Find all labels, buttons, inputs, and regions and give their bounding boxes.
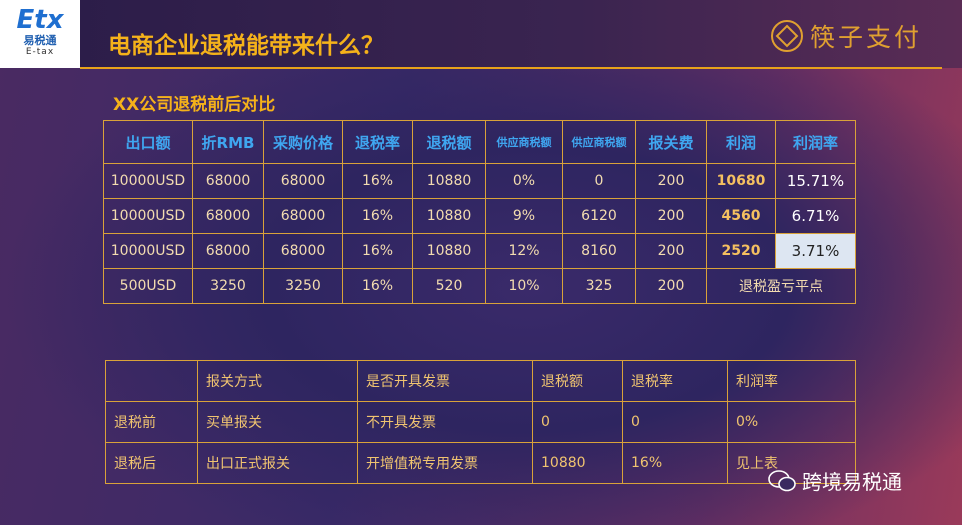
table-cell: 8160 — [562, 233, 636, 269]
table-cell: 出口正式报关 — [197, 442, 358, 484]
column-header: 折RMB — [192, 120, 264, 164]
column-header: 退税额 — [412, 120, 486, 164]
table-cell: 买单报关 — [197, 401, 358, 443]
table-cell: 10% — [485, 268, 563, 304]
table-cell: 68000 — [192, 198, 264, 234]
table-cell: 10000USD — [103, 233, 193, 269]
subtitle: XX公司退税前后对比 — [113, 95, 276, 115]
logo-text: 易税通 — [23, 34, 57, 47]
comparison-table: 出口额 折RMB 采购价格 退税率 退税额 供应商税额 供应商税额 报关费 利润 利润率 10000… — [103, 120, 856, 304]
logo: Etx 易税通 E-tax — [0, 0, 80, 68]
before-after-table: 报关方式 是否开具发票 退税额 退税率 利润率 退税前 买单报关 不开具发票 0 0 0% 退税后 出口… — [105, 360, 856, 484]
column-header: 报关方式 — [197, 360, 358, 402]
table-cell: 16% — [342, 268, 413, 304]
table-cell: 10880 — [412, 198, 486, 234]
table-cell: 10880 — [532, 442, 623, 484]
table-row: 10000USD 68000 68000 16% 10880 9% 6120 200 4560 6… — [103, 198, 856, 234]
table-cell: 10680 — [706, 163, 776, 199]
table-cell: 0% — [485, 163, 563, 199]
column-header: 出口额 — [103, 120, 193, 164]
table-cell: 10880 — [412, 233, 486, 269]
table-cell: 退税盈亏平点 — [706, 268, 856, 304]
table-cell: 16% — [342, 198, 413, 234]
brand-icon — [771, 20, 803, 52]
table-cell: 68000 — [263, 233, 343, 269]
table-cell: 10000USD — [103, 163, 193, 199]
table-cell: 0% — [727, 401, 856, 443]
table-cell: 9% — [485, 198, 563, 234]
table-row: 退税前 买单报关 不开具发票 0 0 0% — [105, 401, 856, 443]
table-cell: 3250 — [263, 268, 343, 304]
table-cell: 3250 — [192, 268, 264, 304]
column-header: 供应商税额 — [562, 120, 636, 164]
table-cell: 500USD — [103, 268, 193, 304]
table-row: 10000USD 68000 68000 16% 10880 12% 8160 200 2520… — [103, 233, 856, 269]
table-cell: 4560 — [706, 198, 776, 234]
column-header: 报关费 — [635, 120, 707, 164]
corner-cell — [105, 360, 198, 402]
brand: 筷子支付 — [770, 18, 922, 54]
brand-text: 筷子支付 — [810, 23, 923, 52]
table-cell: 6.71% — [775, 198, 856, 234]
table-cell: 68000 — [192, 233, 264, 269]
table-cell: 200 — [635, 233, 707, 269]
table-cell: 200 — [635, 163, 707, 199]
watermark: 跨境易税通 — [768, 466, 902, 495]
title: 电商企业退税能带来什么？ — [108, 33, 384, 59]
table-cell: 16% — [342, 163, 413, 199]
table-cell: 开增值税专用发票 — [357, 442, 533, 484]
column-header: 供应商税额 — [485, 120, 563, 164]
table-cell: 2520 — [706, 233, 776, 269]
table-cell: 退税前 — [105, 401, 198, 443]
column-header: 利润率 — [727, 360, 856, 402]
table-cell: 0 — [622, 401, 728, 443]
column-header: 是否开具发票 — [357, 360, 533, 402]
table-cell: 0 — [562, 163, 636, 199]
table-cell: 12% — [485, 233, 563, 269]
table-cell: 10880 — [412, 163, 486, 199]
table-cell: 68000 — [192, 163, 264, 199]
column-header: 利润 — [706, 120, 776, 164]
table-row: 500USD 3250 3250 16% 520 10% 325 200 退税盈亏平点 — [103, 268, 856, 304]
table-row: 退税后 出口正式报关 开增值税专用发票 10880 16% 见上表 — [105, 442, 856, 484]
logo-mark: Etx — [16, 5, 64, 35]
table-cell: 16% — [622, 442, 728, 484]
table-cell: 不开具发票 — [357, 401, 533, 443]
table-cell: 68000 — [263, 163, 343, 199]
logo-sub: E-tax — [25, 47, 55, 57]
table-cell: 0 — [532, 401, 623, 443]
column-header: 采购价格 — [263, 120, 343, 164]
table-cell: 325 — [562, 268, 636, 304]
watermark-text: 跨境易税通 — [802, 470, 902, 494]
header-row: 报关方式 是否开具发票 退税额 退税率 利润率 — [105, 360, 856, 402]
table-row: 10000USD 68000 68000 16% 10880 0% 0 200 10680 15.… — [103, 163, 856, 199]
table-cell: 退税后 — [105, 442, 198, 484]
wechat-icon — [768, 469, 796, 491]
table-cell: 200 — [635, 198, 707, 234]
header-row: 出口额 折RMB 采购价格 退税率 退税额 供应商税额 供应商税额 报关费 利润 利润率 — [103, 120, 856, 164]
table-cell: 6120 — [562, 198, 636, 234]
table-cell: 16% — [342, 233, 413, 269]
column-header: 利润率 — [775, 120, 856, 164]
header-rule — [80, 67, 942, 69]
table-cell: 520 — [412, 268, 486, 304]
table-cell: 200 — [635, 268, 707, 304]
column-header: 退税率 — [342, 120, 413, 164]
table-cell: 15.71% — [775, 163, 856, 199]
column-header: 退税率 — [622, 360, 728, 402]
table-cell: 10000USD — [103, 198, 193, 234]
table-cell: 3.71% — [775, 233, 856, 269]
table-cell: 68000 — [263, 198, 343, 234]
column-header: 退税额 — [532, 360, 623, 402]
